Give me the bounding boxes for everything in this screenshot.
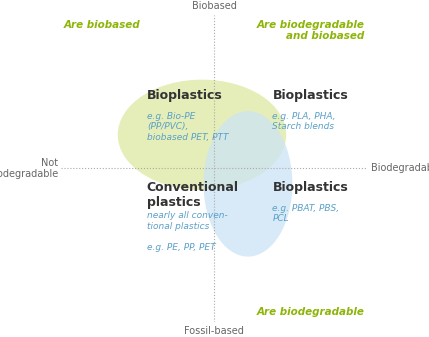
Text: e.g. PBAT, PBS,
PCL: e.g. PBAT, PBS, PCL xyxy=(272,204,340,223)
Text: nearly all conven-
tional plastics

e.g. PE, PP, PET: nearly all conven- tional plastics e.g. … xyxy=(147,211,227,252)
Ellipse shape xyxy=(118,80,286,190)
Text: Not
biodegradable: Not biodegradable xyxy=(0,158,58,179)
Text: Are biodegradable: Are biodegradable xyxy=(257,307,364,317)
Ellipse shape xyxy=(203,111,293,256)
Text: Fossil-based: Fossil-based xyxy=(184,326,244,336)
Text: Are biodegradable
and biobased: Are biodegradable and biobased xyxy=(257,20,364,41)
Text: Bioplastics: Bioplastics xyxy=(147,89,223,102)
Text: Bioplastics: Bioplastics xyxy=(272,181,348,194)
Text: Biodegradable: Biodegradable xyxy=(371,163,429,174)
Text: Are biobased: Are biobased xyxy=(64,20,141,30)
Text: Conventional
plastics: Conventional plastics xyxy=(147,181,239,209)
Text: Biobased: Biobased xyxy=(192,1,237,11)
Text: Bioplastics: Bioplastics xyxy=(272,89,348,102)
Text: e.g. Bio-PE
(PP/PVC),
biobased PET, PTT: e.g. Bio-PE (PP/PVC), biobased PET, PTT xyxy=(147,112,228,142)
Text: e.g. PLA, PHA,
Starch blends: e.g. PLA, PHA, Starch blends xyxy=(272,112,336,131)
